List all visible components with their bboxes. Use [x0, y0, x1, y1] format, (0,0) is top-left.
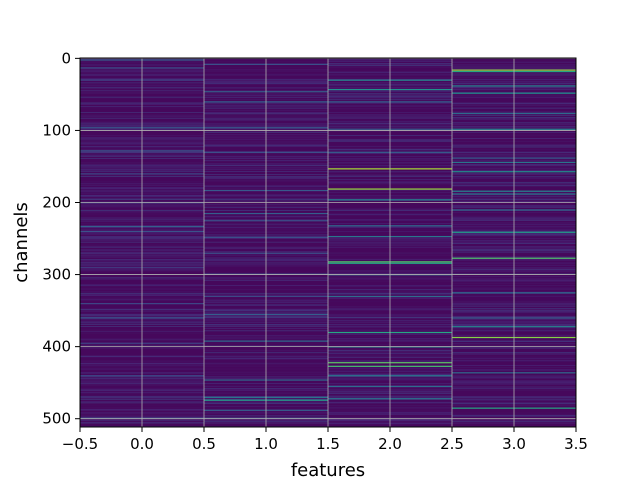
- y-tick-label: 0: [61, 49, 71, 67]
- x-tick-label: −0.5: [62, 435, 98, 453]
- x-tick-label: 2.5: [440, 435, 464, 453]
- x-axis-title: features: [291, 460, 365, 480]
- grid-lines: [79, 57, 577, 427]
- y-axis: 0 100 200 300 400 500: [42, 49, 80, 428]
- y-tick-label: 500: [42, 410, 71, 428]
- y-tick-label: 200: [42, 194, 71, 212]
- y-tick-label: 100: [42, 121, 71, 139]
- x-tick-label: 2.0: [378, 435, 402, 453]
- y-tick-label: 400: [42, 338, 71, 356]
- x-tick-label: 3.0: [502, 435, 526, 453]
- plot-area: [79, 57, 577, 428]
- x-tick-label: 3.5: [564, 435, 588, 453]
- x-tick-label: 0.0: [130, 435, 154, 453]
- x-tick-label: 1.0: [254, 435, 278, 453]
- x-tick-label: 1.5: [316, 435, 340, 453]
- y-tick-label: 300: [42, 266, 71, 284]
- y-axis-title: channels: [11, 202, 32, 283]
- x-axis: −0.5 0.0 0.5 1.0 1.5 2.0 2.5 3.0 3.5: [62, 427, 588, 453]
- x-tick-label: 0.5: [192, 435, 216, 453]
